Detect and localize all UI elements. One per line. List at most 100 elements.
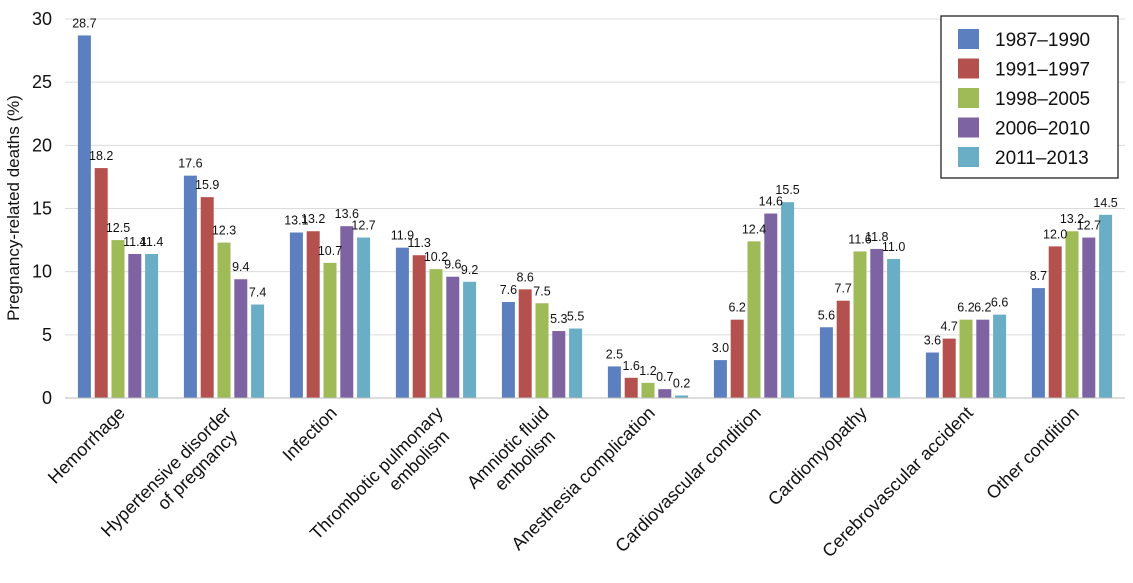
bar: [870, 248, 884, 398]
y-tick-label: 20: [32, 135, 52, 155]
data-label: 6.6: [991, 296, 1008, 310]
bar: [340, 226, 354, 398]
bar: [501, 301, 515, 398]
x-tick-label-line: Hemorrhage: [44, 403, 129, 488]
legend-swatch: [958, 117, 979, 138]
data-label: 2.5: [606, 347, 623, 361]
bar: [942, 338, 956, 398]
bar: [234, 279, 248, 398]
bar: [1065, 231, 1079, 398]
data-label: 12.4: [742, 222, 766, 236]
data-labels: 28.718.212.511.411.417.615.912.39.47.413…: [72, 16, 1118, 390]
data-label: 15.5: [775, 183, 799, 197]
bar: [925, 352, 939, 398]
bar: [607, 366, 621, 398]
bar: [289, 232, 303, 398]
data-label: 12.0: [1043, 227, 1067, 241]
legend-label: 2011–2013: [995, 148, 1089, 169]
bar: [819, 327, 833, 398]
legend-swatch: [958, 29, 979, 49]
data-label: 15.9: [195, 178, 219, 192]
data-label: 11.9: [391, 229, 414, 243]
bar: [200, 197, 214, 398]
data-label: 9.6: [444, 258, 461, 272]
bar: [1082, 237, 1096, 398]
x-tick-label: Infection: [279, 403, 341, 465]
data-label: 10.7: [318, 244, 342, 258]
data-label: 0.7: [656, 370, 673, 384]
legend-label: 2006–2010: [995, 119, 1090, 140]
y-tick-label: 25: [32, 72, 52, 92]
bar: [77, 35, 91, 398]
bar: [183, 175, 197, 398]
bar: [853, 251, 867, 398]
data-label: 9.2: [461, 263, 478, 277]
data-label: 5.6: [818, 308, 835, 322]
legend-swatch: [958, 147, 979, 167]
data-label: 10.2: [424, 250, 448, 264]
data-label: 11.8: [865, 230, 888, 244]
bar: [463, 281, 477, 398]
bar: [569, 328, 583, 398]
bar: [323, 262, 337, 398]
data-label: 13.2: [1060, 212, 1084, 226]
bar: [1031, 288, 1045, 398]
x-tick-label: Other condition: [982, 403, 1082, 503]
legend: 1987–1990 1991–1997 1998–2005 2006–2010 2011…: [940, 15, 1119, 179]
x-tick-label: Amniotic fluidembolism: [463, 403, 568, 508]
bar: [1099, 214, 1113, 398]
bar: [535, 303, 549, 398]
data-label: 8.7: [1030, 269, 1047, 283]
data-label: 6.2: [957, 301, 974, 315]
bar: [412, 255, 426, 398]
data-label: 1.6: [623, 359, 640, 373]
bar: [887, 259, 901, 398]
bar: [111, 240, 125, 398]
data-label: 1.2: [639, 364, 656, 378]
data-label: 6.2: [729, 301, 746, 315]
bar: [730, 319, 744, 398]
data-label: 28.7: [72, 16, 96, 30]
data-label: 13.2: [301, 212, 325, 226]
bar: [675, 395, 689, 398]
bar: [357, 237, 371, 398]
data-label: 14.6: [759, 195, 783, 209]
y-tick-label: 15: [32, 199, 52, 219]
bar: [217, 242, 231, 398]
data-label: 5.5: [567, 310, 584, 324]
gridlines: [65, 18, 1125, 336]
bar: [518, 289, 532, 398]
bar: [128, 253, 142, 398]
bar: [658, 389, 672, 398]
data-label: 12.7: [351, 219, 375, 233]
x-tick-label: Cardiomyopathy: [764, 403, 871, 510]
data-label: 11.4: [140, 235, 163, 249]
bar: [446, 276, 460, 398]
data-label: 7.7: [835, 282, 852, 296]
data-label: 12.5: [106, 221, 130, 235]
data-label: 11.3: [407, 236, 430, 250]
y-tick-label: 0: [42, 388, 52, 408]
legend-swatch: [958, 58, 979, 79]
data-label: 13.1: [284, 214, 308, 228]
data-label: 4.7: [941, 320, 958, 334]
data-label: 11.4: [123, 235, 146, 249]
x-tick-label-line: Infection: [279, 403, 341, 465]
y-tick-label: 10: [32, 262, 52, 282]
bar: [251, 304, 265, 398]
data-label: 8.6: [517, 270, 534, 284]
data-label: 3.0: [712, 341, 729, 355]
data-label: 9.4: [232, 260, 249, 274]
data-label: 14.5: [1093, 196, 1117, 210]
data-label: 7.5: [533, 284, 550, 298]
bar: [836, 300, 850, 398]
bars: [77, 35, 1113, 398]
bar: [976, 319, 990, 398]
bar: [747, 241, 761, 398]
y-tick-label: 30: [32, 9, 52, 29]
data-label: 0.2: [673, 376, 690, 390]
bar: [1048, 246, 1062, 398]
data-label: 5.3: [550, 312, 567, 326]
